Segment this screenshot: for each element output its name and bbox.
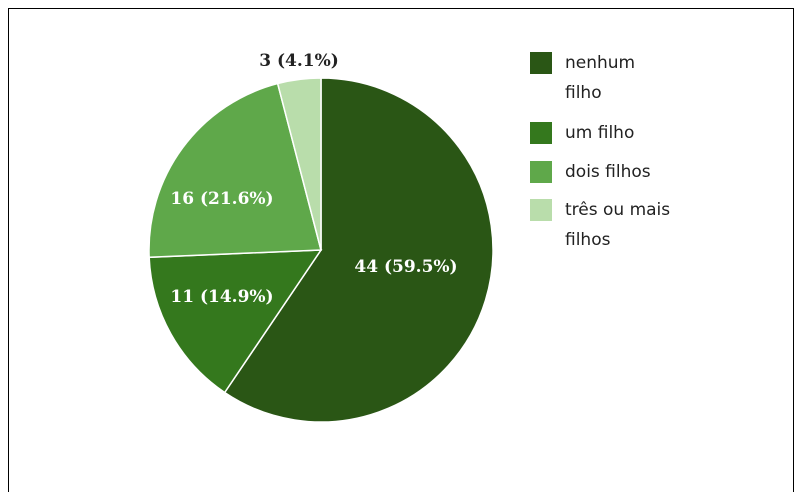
legend-label-2-line-1: um filho	[565, 123, 634, 143]
data-label-1: 44 (59.5%)	[354, 257, 457, 277]
pie-slices	[148, 77, 494, 423]
legend-label-4-line-1: três ou mais	[565, 200, 670, 220]
pie-slice-3[interactable]	[148, 82, 322, 259]
legend: nenhum filho um filho dois filhos três ou ma…	[530, 52, 670, 250]
data-label-4: 3 (4.1%)	[259, 51, 339, 71]
legend-label-4-line-2: filhos	[565, 230, 611, 250]
data-label-2: 11 (14.9%)	[170, 287, 273, 307]
legend-label-1-line-2: filho	[565, 83, 602, 103]
legend-swatch-2	[530, 122, 552, 144]
legend-label-1-line-1: nenhum	[565, 53, 635, 73]
pie-slice-1[interactable]	[223, 77, 494, 423]
legend-swatch-1	[530, 52, 552, 74]
data-label-3: 16 (21.6%)	[170, 189, 273, 209]
pie-data-labels: 44 (59.5%) 11 (14.9%) 16 (21.6%) 3 (4.1%)	[170, 51, 457, 307]
pie-slice-2[interactable]	[148, 249, 323, 394]
pie-slice-4[interactable]	[276, 77, 322, 251]
legend-swatch-3	[530, 161, 552, 183]
legend-swatch-4	[530, 199, 552, 221]
legend-label-3-line-1: dois filhos	[565, 162, 651, 182]
